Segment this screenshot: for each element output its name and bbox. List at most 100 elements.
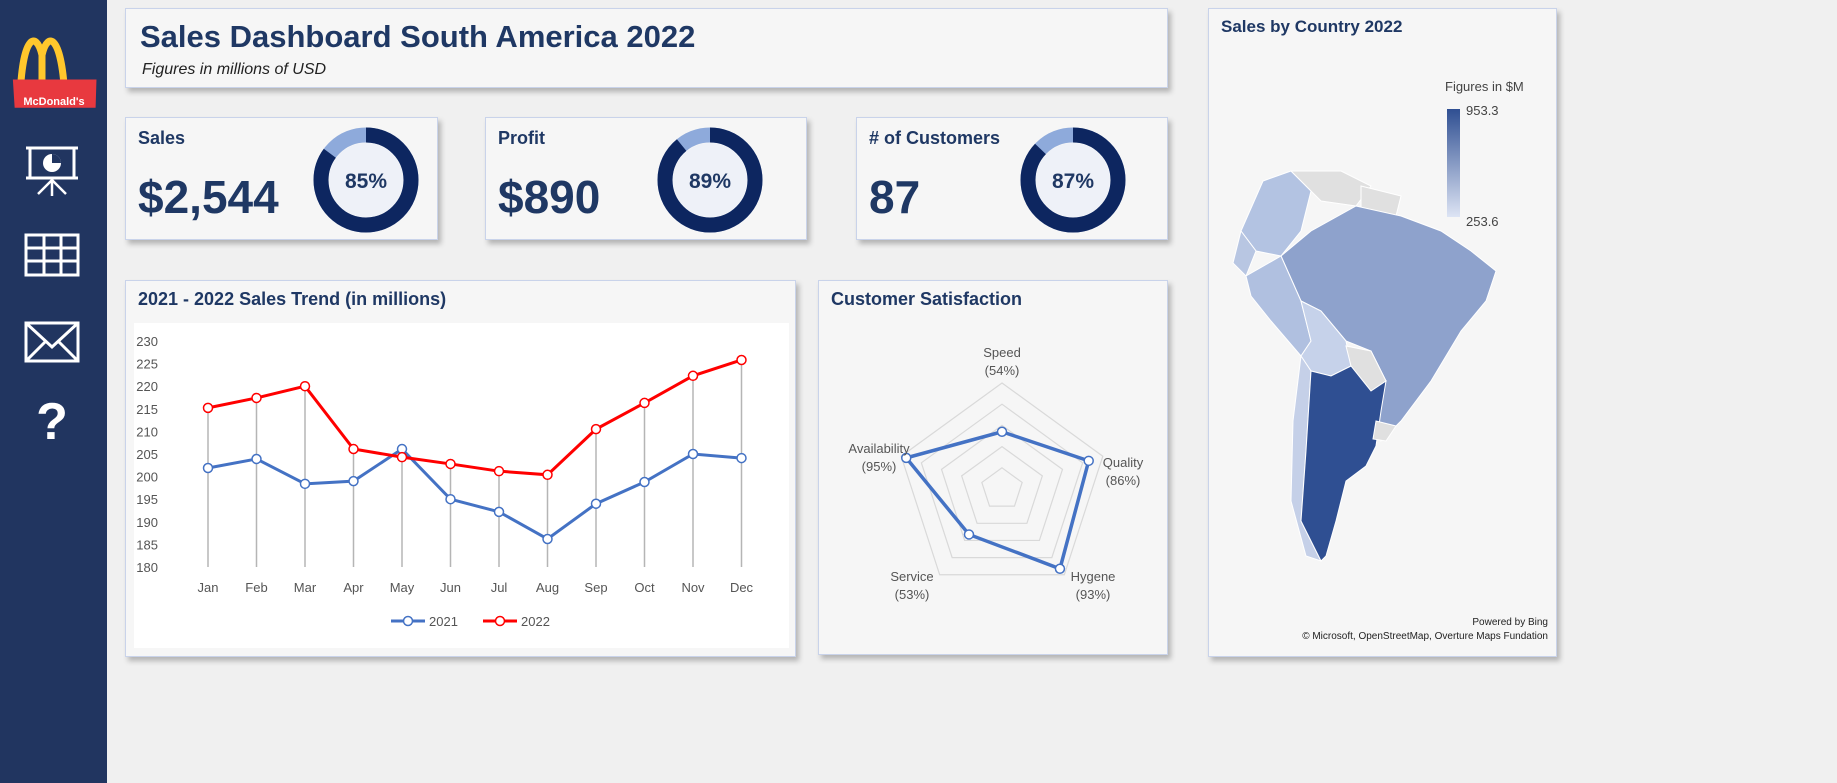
data-point-2021: [687, 448, 699, 460]
south-america-map[interactable]: [1, 1, 1558, 658]
color-scale: [1447, 109, 1460, 217]
radar-axis-label: Quality: [1103, 455, 1144, 470]
donut-chart: 85%: [313, 127, 419, 233]
data-point-2021: [736, 452, 747, 464]
x-tick-label: Jun: [440, 580, 461, 595]
mcdonalds-logo: McDonald's: [12, 25, 97, 110]
kpi-label: Profit: [498, 128, 545, 148]
y-tick-label: 200: [136, 470, 158, 485]
data-point-2022: [590, 423, 602, 435]
radar-point: [963, 529, 975, 540]
country-colombia: [1240, 170, 1312, 257]
data-point-2022: [542, 469, 553, 481]
page-title: Sales Dashboard South America 2022: [140, 19, 696, 54]
satisfaction-card: Customer Satisfaction Speed (54%) Quality (…: [818, 280, 1168, 655]
radar-value-label: (86%): [1106, 473, 1141, 488]
donut-chart: 87%: [1020, 127, 1126, 233]
data-point-2021: [639, 476, 650, 488]
radar-value-label: (95%): [862, 459, 897, 474]
map-legend-title: Figures in $M: [1445, 79, 1524, 94]
radar-axis-label: Availability: [848, 441, 910, 456]
donut-chart: 89%: [657, 127, 763, 233]
radar-gridline: [940, 424, 1064, 542]
kpi-value: $2,544: [138, 171, 279, 223]
radar-chart: Speed (54%) Quality (86%) Hygene (93%) Service…: [848, 345, 1144, 602]
y-tick-label: 215: [136, 402, 158, 417]
radar-point: [1054, 563, 1066, 575]
map-card: Sales by Country 2022 Figures in $M 953.…: [1208, 8, 1557, 657]
y-tick-label: 210: [136, 424, 158, 439]
country-uruguay: [1372, 420, 1397, 442]
radar-axis-label: Speed: [983, 345, 1021, 360]
data-point-2021: [445, 493, 456, 505]
x-tick-label: Oct: [634, 580, 655, 595]
legend-label: 2022: [521, 614, 550, 629]
donut-percent: 87%: [1052, 170, 1094, 193]
country-argentina: [1300, 365, 1387, 562]
radar-value-label: (93%): [1076, 587, 1111, 602]
x-tick-label: Jan: [198, 580, 219, 595]
radar-point: [900, 452, 912, 464]
data-point-2022: [348, 443, 359, 455]
series-line-2022: [207, 358, 742, 477]
scale-min: 253.6: [1466, 214, 1499, 229]
kpi-card-profit: Profit $890 89%: [485, 117, 807, 240]
radar-point: [1083, 455, 1094, 467]
radar-series: [903, 429, 1091, 572]
kpi-label: # of Customers: [869, 128, 1001, 148]
table-icon[interactable]: [22, 225, 82, 285]
y-tick-label: 185: [136, 537, 158, 552]
data-point-2022: [639, 397, 650, 409]
legend-marker: [494, 615, 506, 627]
y-tick-label: 195: [136, 492, 158, 507]
kpi-card-customers: # of Customers 87 87%: [856, 117, 1168, 240]
radar-gridline: [960, 445, 1044, 524]
data-point-2021: [590, 498, 602, 509]
donut-percent: 85%: [345, 170, 387, 193]
y-tick-label: 230: [136, 334, 158, 349]
x-tick-label: Feb: [245, 580, 267, 595]
radar-value-label: (54%): [985, 363, 1020, 378]
x-tick-label: Dec: [730, 580, 754, 595]
map-credit-1: Powered by Bing: [1472, 617, 1548, 628]
radar-gridline: [981, 467, 1023, 507]
donut-hole: [1036, 143, 1110, 217]
y-tick-label: 205: [136, 447, 158, 462]
sales-trend-card: 2021 - 2022 Sales Trend (in millions) 18…: [125, 280, 796, 657]
x-tick-label: Mar: [294, 580, 317, 595]
scale-max: 953.3: [1466, 103, 1499, 118]
line-chart: 180 185 190 195 200 205 210 215 220 225 230 Jan Feb M…: [136, 334, 754, 629]
y-tick-label: 225: [136, 357, 158, 372]
radar-point: [996, 426, 1008, 438]
data-point-2022: [687, 370, 699, 382]
data-point-2022: [202, 402, 214, 414]
data-point-2021: [202, 462, 214, 474]
data-point-2021: [348, 475, 359, 487]
mail-icon[interactable]: [22, 312, 82, 372]
logo-text: McDonald's: [23, 96, 84, 108]
donut-hole: [329, 143, 403, 217]
donut-fill: [657, 127, 763, 233]
header-card: Sales Dashboard South America 2022 Figur…: [125, 8, 1168, 88]
y-tick-label: 190: [136, 515, 158, 530]
sidebar: McDonald's ?: [0, 0, 107, 783]
presentation-icon[interactable]: [22, 140, 82, 200]
donut-hole: [673, 143, 747, 217]
data-point-2022: [736, 354, 747, 366]
trend-title: 2021 - 2022 Sales Trend (in millions): [138, 289, 447, 309]
x-tick-label: Aug: [536, 580, 559, 595]
help-glyph: ?: [36, 393, 68, 451]
radar-gridline: [900, 382, 1104, 576]
data-point-2021: [251, 453, 262, 465]
x-tick-label: May: [390, 580, 415, 595]
data-point-2022: [396, 451, 408, 463]
data-point-2022: [493, 465, 505, 477]
radar-title: Customer Satisfaction: [831, 289, 1023, 309]
donut-fill: [313, 127, 419, 233]
map-title: Sales by Country 2022: [1221, 17, 1403, 36]
data-point-2022: [445, 458, 456, 470]
kpi-label: Sales: [138, 128, 186, 148]
data-point-2022: [251, 392, 262, 404]
help-icon[interactable]: ?: [22, 392, 82, 452]
legend-label: 2021: [429, 614, 458, 629]
